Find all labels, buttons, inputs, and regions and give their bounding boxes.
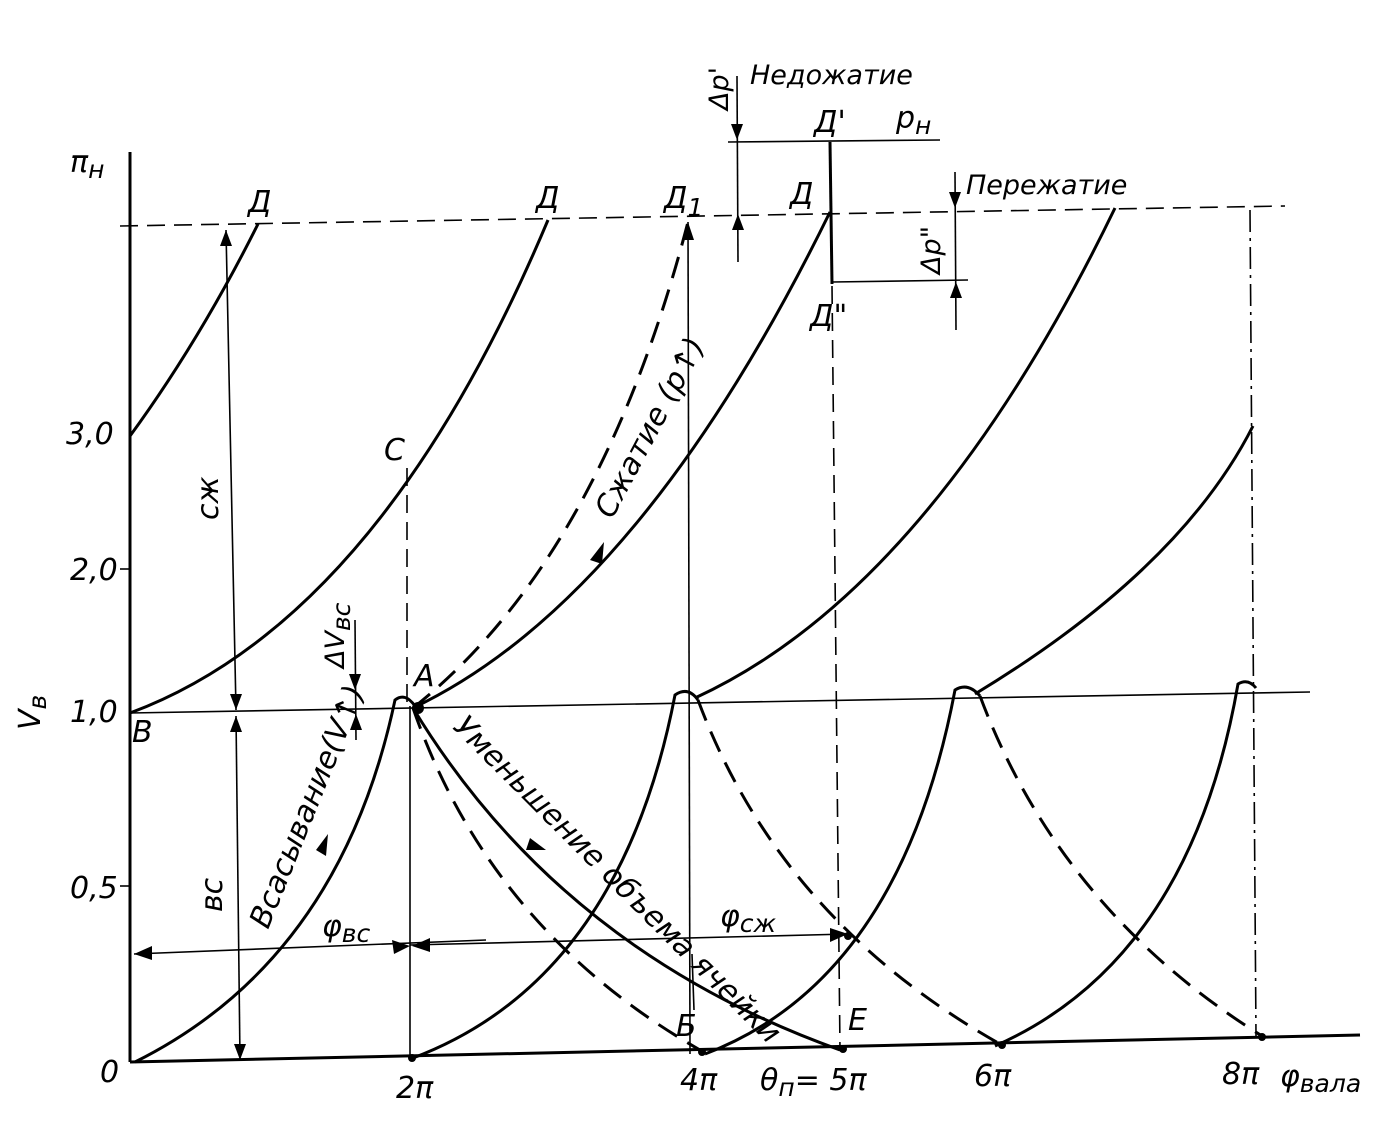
point-A-label: А — [412, 659, 435, 694]
labels: πн Vв φвала 0 0,5 1,0 2,0 3,0 2π 4π θп= … — [13, 60, 1361, 1106]
guide-vs — [235, 715, 241, 1061]
guide-8pi — [1249, 209, 1257, 1037]
x-tick-6pi: 6π — [974, 1059, 1012, 1094]
point-D-label-1: Д — [246, 185, 271, 220]
arrow-dp1-bot — [732, 214, 744, 230]
suction-curve-4 — [994, 680, 1258, 1048]
arrow-sz-bot — [230, 694, 242, 710]
y-tick-05-label: 0,5 — [70, 871, 118, 906]
point-D1-label: Д1 — [662, 181, 703, 222]
x-tick-8pi: 8π — [1222, 1057, 1260, 1092]
y-tick-0: 0 — [100, 1055, 119, 1090]
level-1-line — [129, 691, 1311, 714]
point-A — [412, 702, 424, 714]
pressure-curves — [128, 207, 1255, 715]
x-axis — [129, 1033, 1361, 1064]
volume-curves — [134, 680, 1263, 1064]
arrow-phi-vs-left — [134, 946, 152, 960]
y-tick-1-label: 1,0 — [70, 695, 118, 730]
suction-curve-3 — [704, 685, 982, 1056]
point-B-label: В — [132, 715, 153, 750]
guides — [133, 75, 1257, 1061]
d-double-line — [831, 279, 969, 283]
point-D-label-2: Д — [534, 181, 559, 216]
arrow-D1 — [682, 222, 694, 240]
phi-sz-line — [409, 933, 849, 946]
p-prime-line — [727, 139, 941, 143]
pressure-curve-4 — [694, 207, 1117, 700]
suction-label: Всасывание(V↑) — [243, 680, 372, 933]
guide-sz — [225, 229, 237, 711]
point-D-double-label: Д" — [808, 299, 847, 334]
phi-sz-label: φсж — [720, 899, 777, 938]
point-6pi — [998, 1041, 1006, 1049]
pressure-curve-5 — [974, 425, 1255, 696]
arrow-dp2-bot — [950, 282, 962, 298]
vs-label: вс — [195, 877, 230, 912]
dp1-stem — [736, 75, 739, 263]
x-tick-5pi: θп= 5π — [760, 1063, 867, 1102]
decrease-dashed-1 — [411, 707, 701, 1052]
arrow-phi-sz-right — [830, 928, 848, 942]
y-tick-2-label: 2,0 — [70, 553, 118, 588]
guide-5pi — [831, 285, 841, 1051]
point-5pi — [839, 1045, 847, 1053]
decrease-dashed-3 — [978, 695, 1263, 1038]
point-D-prime-label: Д' — [812, 105, 846, 140]
decrease-curve-1 — [411, 707, 841, 1052]
y-axis-mid-label: Vв — [13, 695, 52, 730]
arrow-compression — [590, 542, 604, 564]
underpress-label: Недожатие — [750, 60, 913, 91]
decrease-label: Уменьшение объема ячейки — [446, 709, 788, 1051]
point-4pi — [698, 1048, 706, 1056]
pressure-curve-2 — [129, 219, 550, 715]
arrow-suction — [316, 834, 328, 856]
arrowheads — [134, 124, 1266, 1062]
pressure-curve-1 — [128, 223, 260, 437]
point-Bsmall-label: Б — [676, 1009, 697, 1044]
level-top-dashed-line — [119, 205, 1286, 227]
guide-4pi — [687, 221, 691, 1055]
compression-label: Сжатие (p↑) — [588, 332, 712, 524]
axes — [119, 152, 1361, 1064]
dV-label: ΔVвс — [320, 602, 356, 670]
pressure-curve-3 — [412, 211, 832, 710]
point-2pi — [408, 1054, 416, 1062]
arrow-dV-bot — [350, 714, 362, 730]
phi-vs-label: φвс — [322, 909, 371, 948]
arrow-decrease — [526, 838, 546, 850]
x-tick-2pi: 2π — [396, 1071, 434, 1106]
point-E-label: Е — [848, 1003, 867, 1038]
arrow-dp1-top — [731, 124, 743, 140]
y-axis-top-label: πн — [70, 145, 104, 184]
dp2-label: Δp" — [916, 226, 947, 276]
arrow-sz-top — [220, 230, 232, 246]
dp1-label: Δp' — [704, 67, 735, 112]
d-prime-stem — [828, 141, 834, 285]
phi-vs-line — [133, 939, 487, 955]
y-tick-3-label: 3,0 — [66, 417, 114, 452]
point-phi-sz — [844, 932, 852, 940]
arrow-dV-top — [349, 674, 361, 690]
arrow-phi-sz-mid — [412, 938, 430, 952]
p-prime-label: pн — [895, 101, 931, 140]
sz-label: сж — [191, 476, 226, 520]
arrow-phi-vs-mid — [392, 940, 410, 954]
arrow-vs-top — [230, 716, 242, 732]
point-8pi — [1258, 1033, 1266, 1041]
suction-curve-1 — [134, 695, 417, 1064]
point-D-label-3: Д — [788, 177, 813, 212]
B-stem — [691, 953, 695, 1011]
compression-dashed — [412, 221, 690, 710]
overpress-label: Пережатие — [966, 170, 1127, 201]
arrow-dp2-top — [949, 192, 961, 208]
x-axis-label: φвала — [1280, 1059, 1361, 1098]
arrow-vs-bot — [234, 1044, 246, 1060]
x-tick-4pi: 4π — [680, 1063, 718, 1098]
point-C-label: С — [384, 433, 405, 468]
suction-curve-2 — [412, 689, 700, 1060]
